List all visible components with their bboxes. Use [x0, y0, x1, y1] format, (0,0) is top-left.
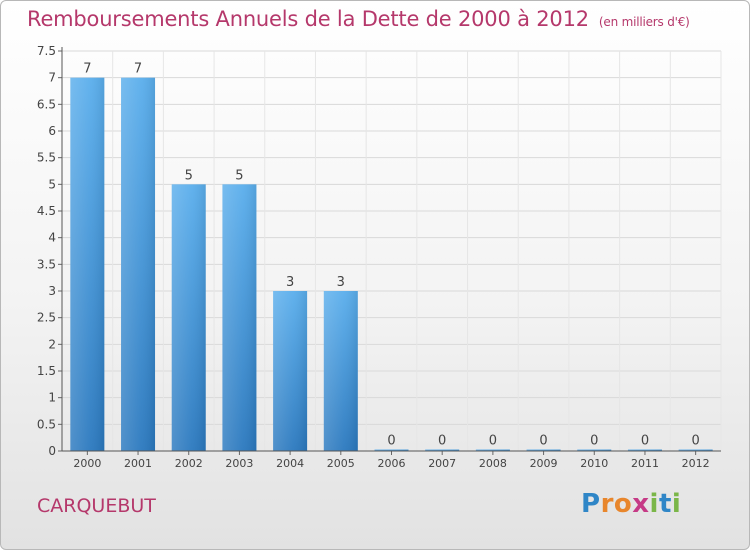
data-label: 0	[489, 434, 497, 449]
y-tick-label: 0	[48, 444, 56, 458]
data-label: 5	[185, 168, 193, 183]
x-tick-label: 2004	[276, 457, 304, 470]
bar-shine	[70, 77, 105, 452]
proxiti-logo: Proxiti	[581, 489, 681, 519]
y-tick-label: 7	[48, 71, 56, 85]
y-tick-label: 6.5	[37, 97, 56, 111]
logo-letter: x	[632, 489, 650, 519]
x-tick-label: 2002	[175, 457, 203, 470]
chart-title-text: Remboursements Annuels de la Dette de 20…	[27, 7, 589, 31]
data-label: 0	[387, 434, 395, 449]
data-label: 0	[641, 434, 649, 449]
x-tick-label: 2005	[327, 457, 355, 470]
logo-letter: i	[671, 489, 682, 519]
bar-shine	[577, 449, 612, 451]
data-label: 7	[83, 62, 91, 77]
x-tick-label: 2010	[580, 457, 608, 470]
data-label: 0	[539, 434, 547, 449]
chart-title: Remboursements Annuels de la Dette de 20…	[27, 7, 690, 31]
x-tick-label: 2006	[378, 457, 406, 470]
data-label: 3	[286, 275, 294, 290]
y-tick-label: 2.5	[37, 311, 56, 325]
chart-unit: (en milliers d'€)	[598, 15, 690, 29]
x-tick-label: 2003	[225, 457, 253, 470]
logo-letter: r	[600, 489, 614, 519]
x-tick-label: 2007	[428, 457, 456, 470]
data-label: 3	[337, 275, 345, 290]
bar-shine	[627, 449, 662, 451]
y-tick-label: 5.5	[37, 151, 56, 165]
y-tick-label: 3.5	[37, 257, 56, 271]
bar-shine	[273, 291, 308, 451]
bar-shine	[475, 449, 510, 451]
x-tick-label: 2011	[631, 457, 659, 470]
data-label: 5	[235, 168, 243, 183]
bar-shine	[222, 184, 257, 452]
y-tick-label: 5	[48, 177, 56, 191]
logo-letter: t	[658, 489, 672, 519]
logo-letter: o	[613, 489, 633, 519]
x-tick-label: 2012	[682, 457, 710, 470]
bar-shine	[121, 77, 156, 452]
data-label: 0	[438, 434, 446, 449]
data-label: 0	[590, 434, 598, 449]
y-tick-label: 1	[48, 391, 56, 405]
x-tick-label: 2008	[479, 457, 507, 470]
x-tick-label: 2000	[73, 457, 101, 470]
bar-shine	[374, 449, 409, 451]
data-label: 7	[134, 62, 142, 77]
y-tick-label: 4.5	[37, 204, 56, 218]
bar-shine	[323, 291, 358, 451]
logo-letter: P	[581, 489, 601, 519]
data-label: 0	[692, 434, 700, 449]
x-tick-label: 2001	[124, 457, 152, 470]
y-tick-label: 0.5	[37, 417, 56, 431]
y-tick-label: 4	[48, 231, 56, 245]
y-tick-label: 1.5	[37, 364, 56, 378]
bar-shine	[171, 184, 206, 452]
logo-letter: i	[649, 489, 659, 519]
commune-name: CARQUEBUT	[37, 495, 156, 517]
bar-shine	[425, 449, 460, 451]
y-tick-label: 7.5	[37, 44, 56, 58]
y-tick-label: 2	[48, 337, 56, 351]
y-tick-label: 6	[48, 124, 56, 138]
x-tick-label: 2009	[530, 457, 558, 470]
bar-shine	[526, 449, 561, 451]
bar-shine	[678, 449, 713, 451]
y-tick-label: 3	[48, 284, 56, 298]
